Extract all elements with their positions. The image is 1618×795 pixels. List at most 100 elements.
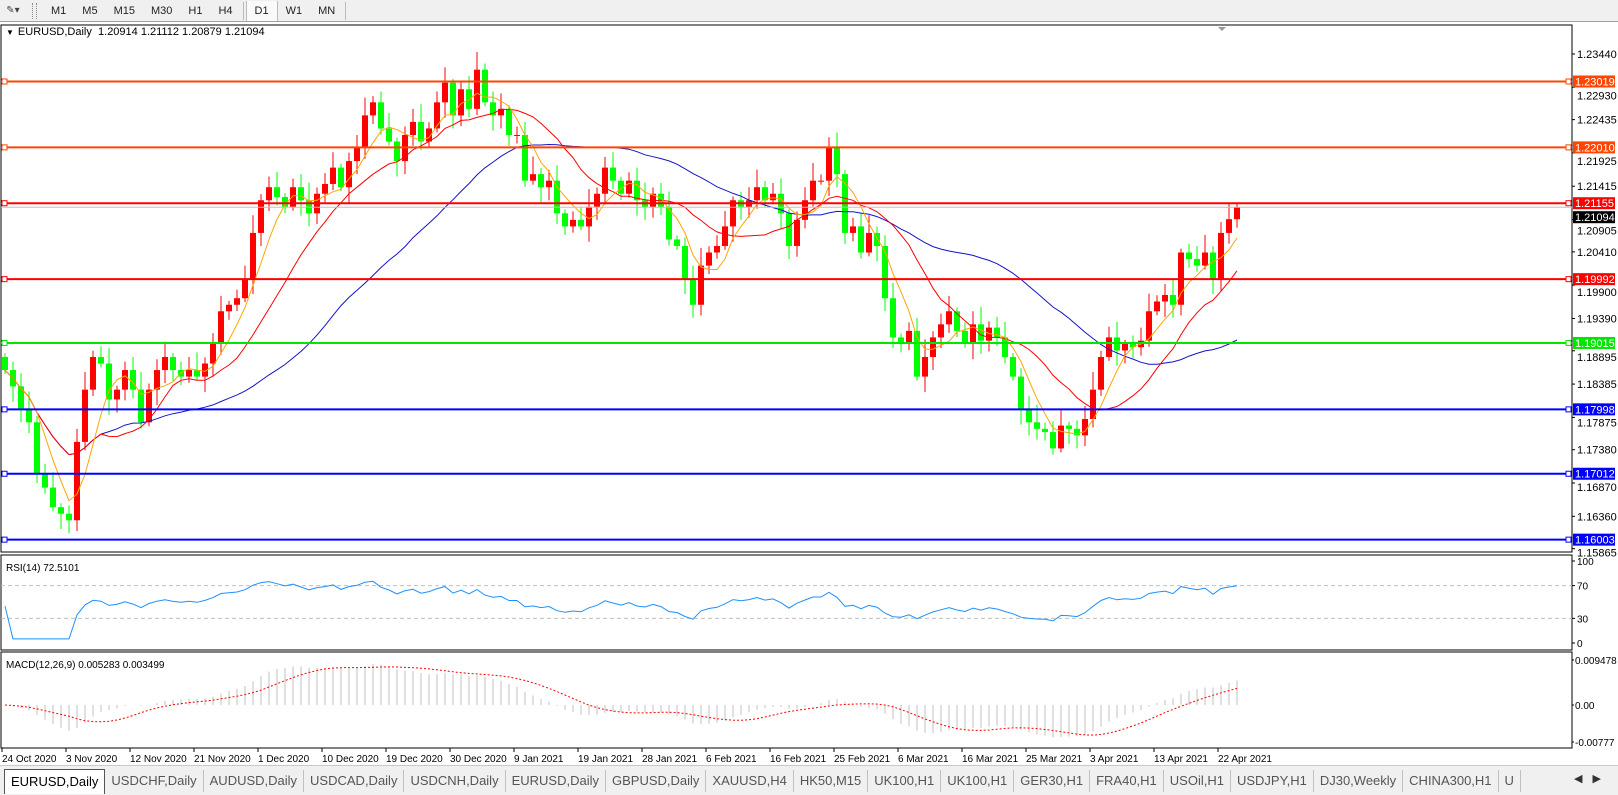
candle [850,217,856,242]
candle [202,357,208,392]
level-price-label: 1.17998 [1575,404,1615,416]
timeframe-mn[interactable]: MN [318,4,336,17]
timeframe-m5[interactable]: M5 [82,4,98,17]
chart-tab[interactable]: UK100,H1 [868,769,942,792]
candle-body [202,363,208,377]
tab-scroll-left-icon[interactable]: ◀ [1574,773,1583,785]
candle [330,152,336,191]
candle-body [994,327,1000,338]
candle-body [786,213,792,246]
chart-tab[interactable]: XAUUSD,H4 [706,769,794,792]
chart-tab[interactable]: USDCAD,Daily [304,769,405,792]
candle-body [530,174,536,181]
timeframe-list: M1 M5 M15 M30 H1 H4 D1 W1 MN [43,0,348,21]
chart-tab[interactable]: USDCHF,Daily [105,769,204,792]
candle-body [114,389,120,400]
candle-body [674,239,680,246]
chart-tab[interactable]: GER30,H1 [1014,769,1091,792]
price-tick-label: 1.23440 [1577,49,1617,61]
candle [602,156,608,205]
price-tick-label: 1.18895 [1577,352,1617,364]
timeframe-d1[interactable]: D1 [245,0,278,21]
level-price-box [1573,467,1615,480]
candle-body [1130,343,1136,348]
candle-body [906,330,912,344]
candle [690,265,696,318]
candle [714,235,720,259]
candle-body [1090,389,1096,420]
candle [226,300,232,320]
chart-tab[interactable]: USOil,H1 [1164,769,1231,792]
price-tick-label: 1.15865 [1577,548,1617,560]
candle [498,93,504,129]
chart-tab[interactable]: UK100,H1 [941,769,1015,792]
date-tick-label: 16 Feb 2021 [770,754,827,765]
timeframe-m1[interactable]: M1 [51,4,67,17]
chart-tab[interactable]: EURUSD,Daily [506,769,606,792]
candle [154,359,160,405]
drawing-tools-icon[interactable]: ✎▾ [6,5,20,16]
collapse-triangle-icon[interactable]: ▼ [6,28,14,37]
level-price-label: 1.21155 [1575,198,1614,210]
rsi-tick-label: 0 [1577,639,1583,650]
price-tick-label: 1.21415 [1577,181,1617,193]
candle-body [226,304,232,312]
candle [1202,234,1208,270]
candle-body [754,187,760,201]
candle-body [650,193,656,207]
candle-body [586,206,592,227]
candle-body [458,89,464,116]
moving-average-mid-line [4,108,1238,456]
candle [506,104,512,146]
date-tick-label: 21 Nov 2020 [194,754,251,765]
chart-tab[interactable]: U [1499,769,1521,792]
candle [1186,244,1192,268]
candle-body [546,180,552,188]
chart-tab[interactable]: USDJPY,H1 [1231,769,1314,792]
candle [162,341,168,384]
date-tick-label: 6 Feb 2021 [706,754,757,765]
chart-canvas[interactable]: 1.21094 1.23440 1.22930 1.22435 1.21925 1.214… [0,22,1618,765]
candle [210,333,216,377]
tab-scroll-right-icon[interactable]: ▶ [1592,773,1601,785]
candle [1034,404,1040,440]
candle-body [266,187,272,201]
candle [722,211,728,250]
candle [234,289,240,311]
chart-tab[interactable]: EURUSD,Daily [4,769,106,794]
timeframe-m30[interactable]: M30 [150,4,173,17]
tab-bar-background [1560,765,1618,795]
chart-tab[interactable]: HK50,M15 [794,769,869,792]
candle [442,67,448,118]
price-tick-label: 1.20905 [1577,226,1617,238]
level-anchor-icon [1,470,8,477]
level-price-label: 1.19992 [1575,274,1615,286]
date-tick-label: 6 Mar 2021 [898,754,949,765]
timeframe-w1[interactable]: W1 [285,4,303,17]
timeframe-m15[interactable]: M15 [113,4,135,17]
candle-body [146,389,152,423]
candle-body [394,141,400,162]
chart-tab[interactable]: DJ30,Weekly [1314,769,1404,792]
candle [1082,405,1088,447]
chart-tab[interactable]: CHINA300,H1 [1403,769,1499,792]
candle [794,211,800,257]
chart-tab[interactable]: AUDUSD,Daily [204,769,305,792]
chart-tab[interactable]: USDCNH,Daily [404,769,506,792]
chart-tab[interactable]: GBPUSD,Daily [606,769,707,792]
level-price-box [1573,141,1615,154]
main-pane-frame [0,24,1573,553]
date-tick-label: 3 Nov 2020 [66,754,118,765]
level-anchor-icon [1,276,8,283]
toolbar-grip[interactable] [32,2,37,19]
level-anchor-icon [1,536,8,543]
level-anchor-icon [1565,470,1572,477]
candle [50,472,56,512]
candle [522,121,528,187]
candle-body [1026,409,1032,423]
chart-tab[interactable]: FRA40,H1 [1090,769,1164,792]
timeframe-h1[interactable]: H1 [188,4,203,17]
candle-body [1122,343,1128,351]
candle-body [474,69,480,109]
timeframe-h4[interactable]: H4 [218,4,233,17]
